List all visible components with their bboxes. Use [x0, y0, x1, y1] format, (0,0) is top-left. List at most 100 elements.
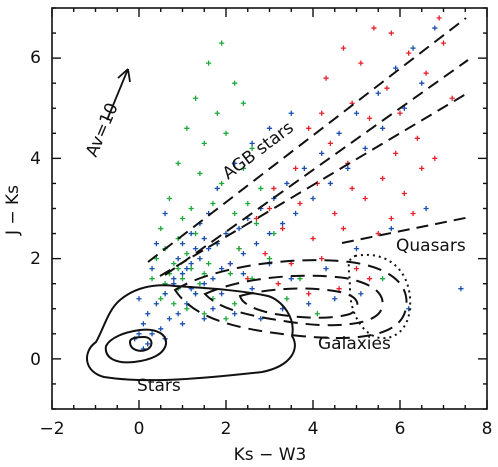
blue-point: [219, 291, 225, 297]
blue-point: [153, 240, 159, 247]
scatter-points: [132, 15, 464, 352]
red-point: [306, 125, 312, 131]
galaxy-contour-mid: [203, 274, 384, 327]
blue-point: [140, 321, 146, 327]
y-axis-title: J − Ks: [3, 185, 23, 236]
x-tick-label-6: 6: [395, 419, 406, 439]
red-point: [327, 140, 333, 146]
red-point: [440, 40, 447, 46]
red-point: [432, 155, 438, 161]
green-point: [166, 195, 173, 202]
blue-point: [184, 266, 190, 272]
green-point: [179, 276, 186, 282]
red-point: [375, 230, 381, 237]
blue-point: [362, 145, 368, 151]
red-point: [366, 276, 373, 282]
red-point: [306, 291, 312, 297]
red-point: [293, 165, 299, 171]
blue-point: [162, 291, 168, 297]
green-point: [206, 60, 212, 66]
green-point: [249, 145, 255, 151]
blue-point: [153, 301, 159, 307]
blue-point: [188, 261, 194, 267]
blue-point: [201, 281, 207, 287]
red-point: [423, 70, 429, 76]
green-point: [201, 271, 207, 277]
blue-point: [192, 291, 199, 297]
x-tick-label-0: 0: [134, 419, 145, 439]
blue-point: [306, 301, 312, 307]
blue-point: [327, 180, 333, 187]
red-point: [362, 195, 368, 202]
red-point: [275, 281, 281, 287]
red-point: [353, 266, 360, 272]
blue-point: [258, 316, 264, 322]
red-point: [310, 235, 316, 242]
green-point: [171, 261, 177, 267]
blue-point: [166, 316, 173, 322]
x-tick-label-2: 2: [221, 419, 232, 439]
blue-point: [301, 165, 307, 171]
blue-point: [353, 110, 360, 116]
contour-lines: [86, 17, 471, 382]
blue-point: [206, 246, 212, 252]
green-point: [192, 230, 199, 237]
x-tick-label-8: 8: [482, 419, 493, 439]
blue-point: [266, 230, 273, 237]
blue-point: [214, 185, 220, 192]
blue-point: [310, 195, 316, 202]
red-point: [449, 95, 455, 101]
blue-point: [179, 321, 186, 327]
blue-point: [375, 90, 381, 96]
red-point: [358, 60, 364, 66]
stars-label: Stars: [137, 376, 181, 396]
blue-point: [145, 341, 151, 347]
green-point: [192, 95, 199, 101]
blue-point: [136, 296, 142, 302]
green-point: [188, 266, 194, 272]
green-point: [158, 225, 164, 232]
red-point: [336, 286, 342, 292]
blue-point: [223, 230, 229, 237]
blue-point: [410, 45, 416, 51]
y-tick-label-0: 0: [30, 350, 41, 370]
blue-point: [288, 110, 294, 116]
green-point: [153, 256, 159, 262]
blue-point: [210, 306, 216, 312]
blue-point: [188, 230, 194, 237]
green-point: [171, 301, 177, 307]
red-point: [366, 115, 373, 121]
red-point: [410, 210, 416, 217]
red-point: [297, 200, 303, 207]
y-tick-marks: [52, 7, 487, 410]
blue-point: [210, 276, 216, 282]
blue-point: [232, 311, 238, 317]
blue-point: [458, 286, 464, 292]
blue-point: [232, 160, 238, 166]
blue-point: [201, 316, 207, 322]
red-point: [253, 215, 260, 222]
blue-point: [171, 276, 177, 282]
y-tick-label-4: 4: [30, 149, 41, 169]
galaxy-contour-outer: [173, 259, 408, 340]
green-point: [253, 220, 260, 227]
green-point: [184, 125, 190, 131]
green-point: [223, 130, 229, 136]
galaxy-contour-dotted: [347, 253, 412, 340]
agb-stars-label: AGB stars: [219, 118, 298, 184]
blue-point: [175, 256, 181, 262]
green-point: [197, 281, 203, 287]
av-label: Av=10: [82, 100, 123, 160]
green-point: [258, 185, 264, 192]
green-point: [314, 311, 320, 317]
green-point: [236, 246, 242, 252]
red-point: [406, 50, 412, 56]
blue-point: [345, 165, 351, 171]
blue-point: [145, 311, 151, 317]
green-point: [240, 100, 246, 106]
av-arrow: [106, 68, 131, 121]
blue-point: [380, 125, 386, 131]
blue-point: [175, 311, 181, 317]
blue-point: [197, 256, 203, 262]
blue-point: [419, 80, 425, 86]
